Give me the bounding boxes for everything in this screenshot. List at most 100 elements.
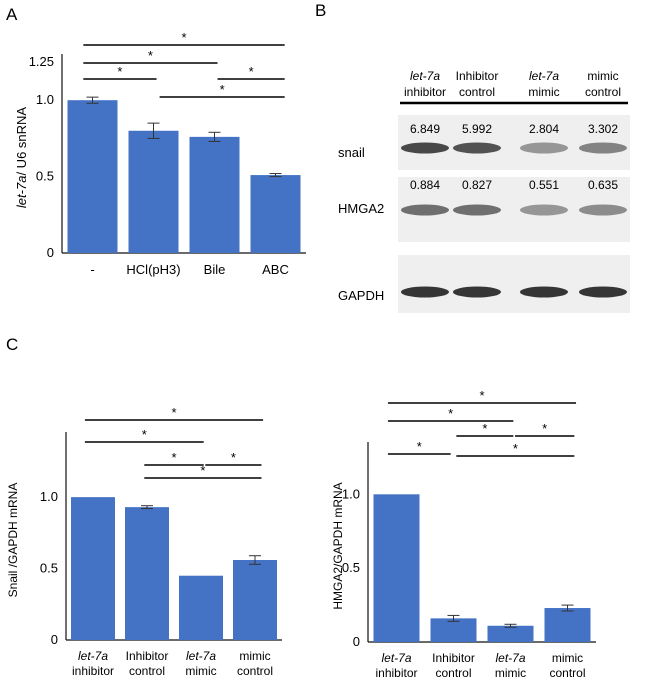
x-tick-label-line2: control bbox=[129, 664, 165, 678]
significance-star: * bbox=[479, 388, 484, 403]
y-tick-label: 1.0 bbox=[36, 92, 54, 107]
protein-label: GAPDH bbox=[338, 288, 384, 303]
lane-header-line1: let-7a bbox=[529, 69, 559, 83]
x-tick-label-line1: mimic bbox=[552, 651, 583, 665]
y-tick-label: 1.0 bbox=[342, 486, 360, 501]
significance-star: * bbox=[417, 439, 422, 454]
bar bbox=[233, 560, 277, 640]
blot-band bbox=[520, 142, 568, 154]
protein-label: HMGA2 bbox=[338, 201, 384, 216]
bar bbox=[71, 497, 115, 640]
significance-star: * bbox=[117, 64, 122, 79]
x-tick-label-line2: mimic bbox=[495, 666, 526, 680]
bar bbox=[373, 494, 420, 642]
band-intensity-value: 0.827 bbox=[462, 178, 492, 192]
band-intensity-value: 6.849 bbox=[410, 122, 440, 136]
bar bbox=[544, 608, 591, 642]
x-tick-label-line2: inhibitor bbox=[375, 666, 417, 680]
protein-label: snail bbox=[338, 145, 365, 160]
blot-band bbox=[401, 204, 449, 216]
y-tick-label: 0 bbox=[353, 634, 360, 649]
significance-star: * bbox=[513, 441, 518, 456]
x-tick-label-line1: let-7a bbox=[495, 651, 525, 665]
band-intensity-value: 2.804 bbox=[529, 122, 559, 136]
blot-band bbox=[401, 142, 449, 154]
lane-header-line2: inhibitor bbox=[404, 85, 446, 99]
x-tick-label-line1: Inhibitor bbox=[126, 649, 169, 663]
blot-band bbox=[453, 286, 501, 298]
x-tick-label-line2: control bbox=[435, 666, 471, 680]
y-tick-label: 0 bbox=[47, 245, 54, 260]
bar bbox=[487, 625, 534, 642]
band-intensity-value: 0.551 bbox=[529, 178, 559, 192]
significance-star: * bbox=[231, 450, 236, 465]
blot-band bbox=[520, 286, 568, 298]
y-axis-label: Snail /GAPDH mRNA bbox=[6, 483, 20, 598]
lane-header-line1: Inhibitor bbox=[456, 69, 499, 83]
y-axis-label: let-7a/ U6 snRNA bbox=[14, 107, 29, 208]
bar bbox=[430, 618, 477, 642]
y-axis-label: HMGA2/GAPDH mRNA bbox=[331, 482, 345, 609]
band-intensity-value: 3.302 bbox=[588, 122, 618, 136]
x-tick-label-line1: mimic bbox=[239, 649, 270, 663]
x-tick-label-line1: let-7a bbox=[78, 649, 108, 663]
blot-strip bbox=[398, 255, 630, 313]
significance-star: * bbox=[181, 30, 186, 45]
y-axis-label-italic: let-7a bbox=[14, 176, 29, 209]
blot-band bbox=[520, 204, 568, 216]
band-intensity-value: 0.635 bbox=[588, 178, 618, 192]
western-blot-b: let-7a inhibitor Inhibitor control let-7a mim… bbox=[338, 69, 630, 313]
lane-header-line2: control bbox=[459, 85, 495, 99]
panel-label-b: B bbox=[315, 1, 326, 20]
significance-star: * bbox=[448, 406, 453, 421]
x-tick-label-line2: mimic bbox=[185, 664, 216, 678]
x-tick-label-line1: let-7a bbox=[186, 649, 216, 663]
band-intensity-value: 5.992 bbox=[462, 122, 492, 136]
significance-star: * bbox=[142, 427, 147, 442]
x-tick-label: ABC bbox=[262, 262, 289, 277]
x-tick-label-line2: control bbox=[237, 664, 273, 678]
significance-star: * bbox=[200, 463, 205, 478]
lane-header-line2: mimic bbox=[528, 85, 559, 99]
lane-header-line2: control bbox=[585, 85, 621, 99]
significance-star: * bbox=[249, 64, 254, 79]
blot-band bbox=[401, 286, 449, 298]
bar bbox=[128, 130, 179, 253]
y-tick-label: 0 bbox=[51, 632, 58, 647]
significance-star: * bbox=[220, 82, 225, 97]
lane-header-line1: let-7a bbox=[410, 69, 440, 83]
panel-label-c: C bbox=[6, 335, 18, 354]
blot-strip bbox=[398, 115, 630, 170]
bar bbox=[179, 575, 223, 640]
blot-band bbox=[453, 142, 501, 154]
panel-label-a: A bbox=[6, 5, 18, 24]
significance-star: * bbox=[542, 421, 547, 436]
x-tick-label: - bbox=[90, 262, 94, 277]
x-tick-label-line1: let-7a bbox=[381, 651, 411, 665]
significance-star: * bbox=[482, 421, 487, 436]
x-tick-label: HCl(pH3) bbox=[126, 262, 180, 277]
y-tick-label: 0.5 bbox=[342, 560, 360, 575]
bar bbox=[189, 136, 240, 253]
y-tick-label: 1.0 bbox=[40, 489, 58, 504]
x-tick-label-line1: Inhibitor bbox=[432, 651, 475, 665]
blot-band bbox=[579, 286, 627, 298]
bar bbox=[67, 100, 118, 253]
significance-star: * bbox=[171, 405, 176, 420]
blot-band bbox=[579, 204, 627, 216]
x-tick-label-line2: control bbox=[549, 666, 585, 680]
y-tick-label: 0.5 bbox=[36, 169, 54, 184]
x-tick-label-line2: inhibitor bbox=[72, 664, 114, 678]
blot-band bbox=[579, 142, 627, 154]
blot-band bbox=[453, 204, 501, 216]
bar bbox=[250, 175, 301, 253]
bar bbox=[125, 507, 169, 640]
chart-a: 0 0.5 1.0 1.25 let-7a/ U6 snRNA - HCl(pH3) Bile… bbox=[14, 30, 306, 277]
significance-star: * bbox=[148, 48, 153, 63]
y-axis-label-rest: / U6 snRNA bbox=[14, 107, 29, 176]
band-intensity-value: 0.884 bbox=[410, 178, 440, 192]
x-tick-label: Bile bbox=[204, 262, 226, 277]
